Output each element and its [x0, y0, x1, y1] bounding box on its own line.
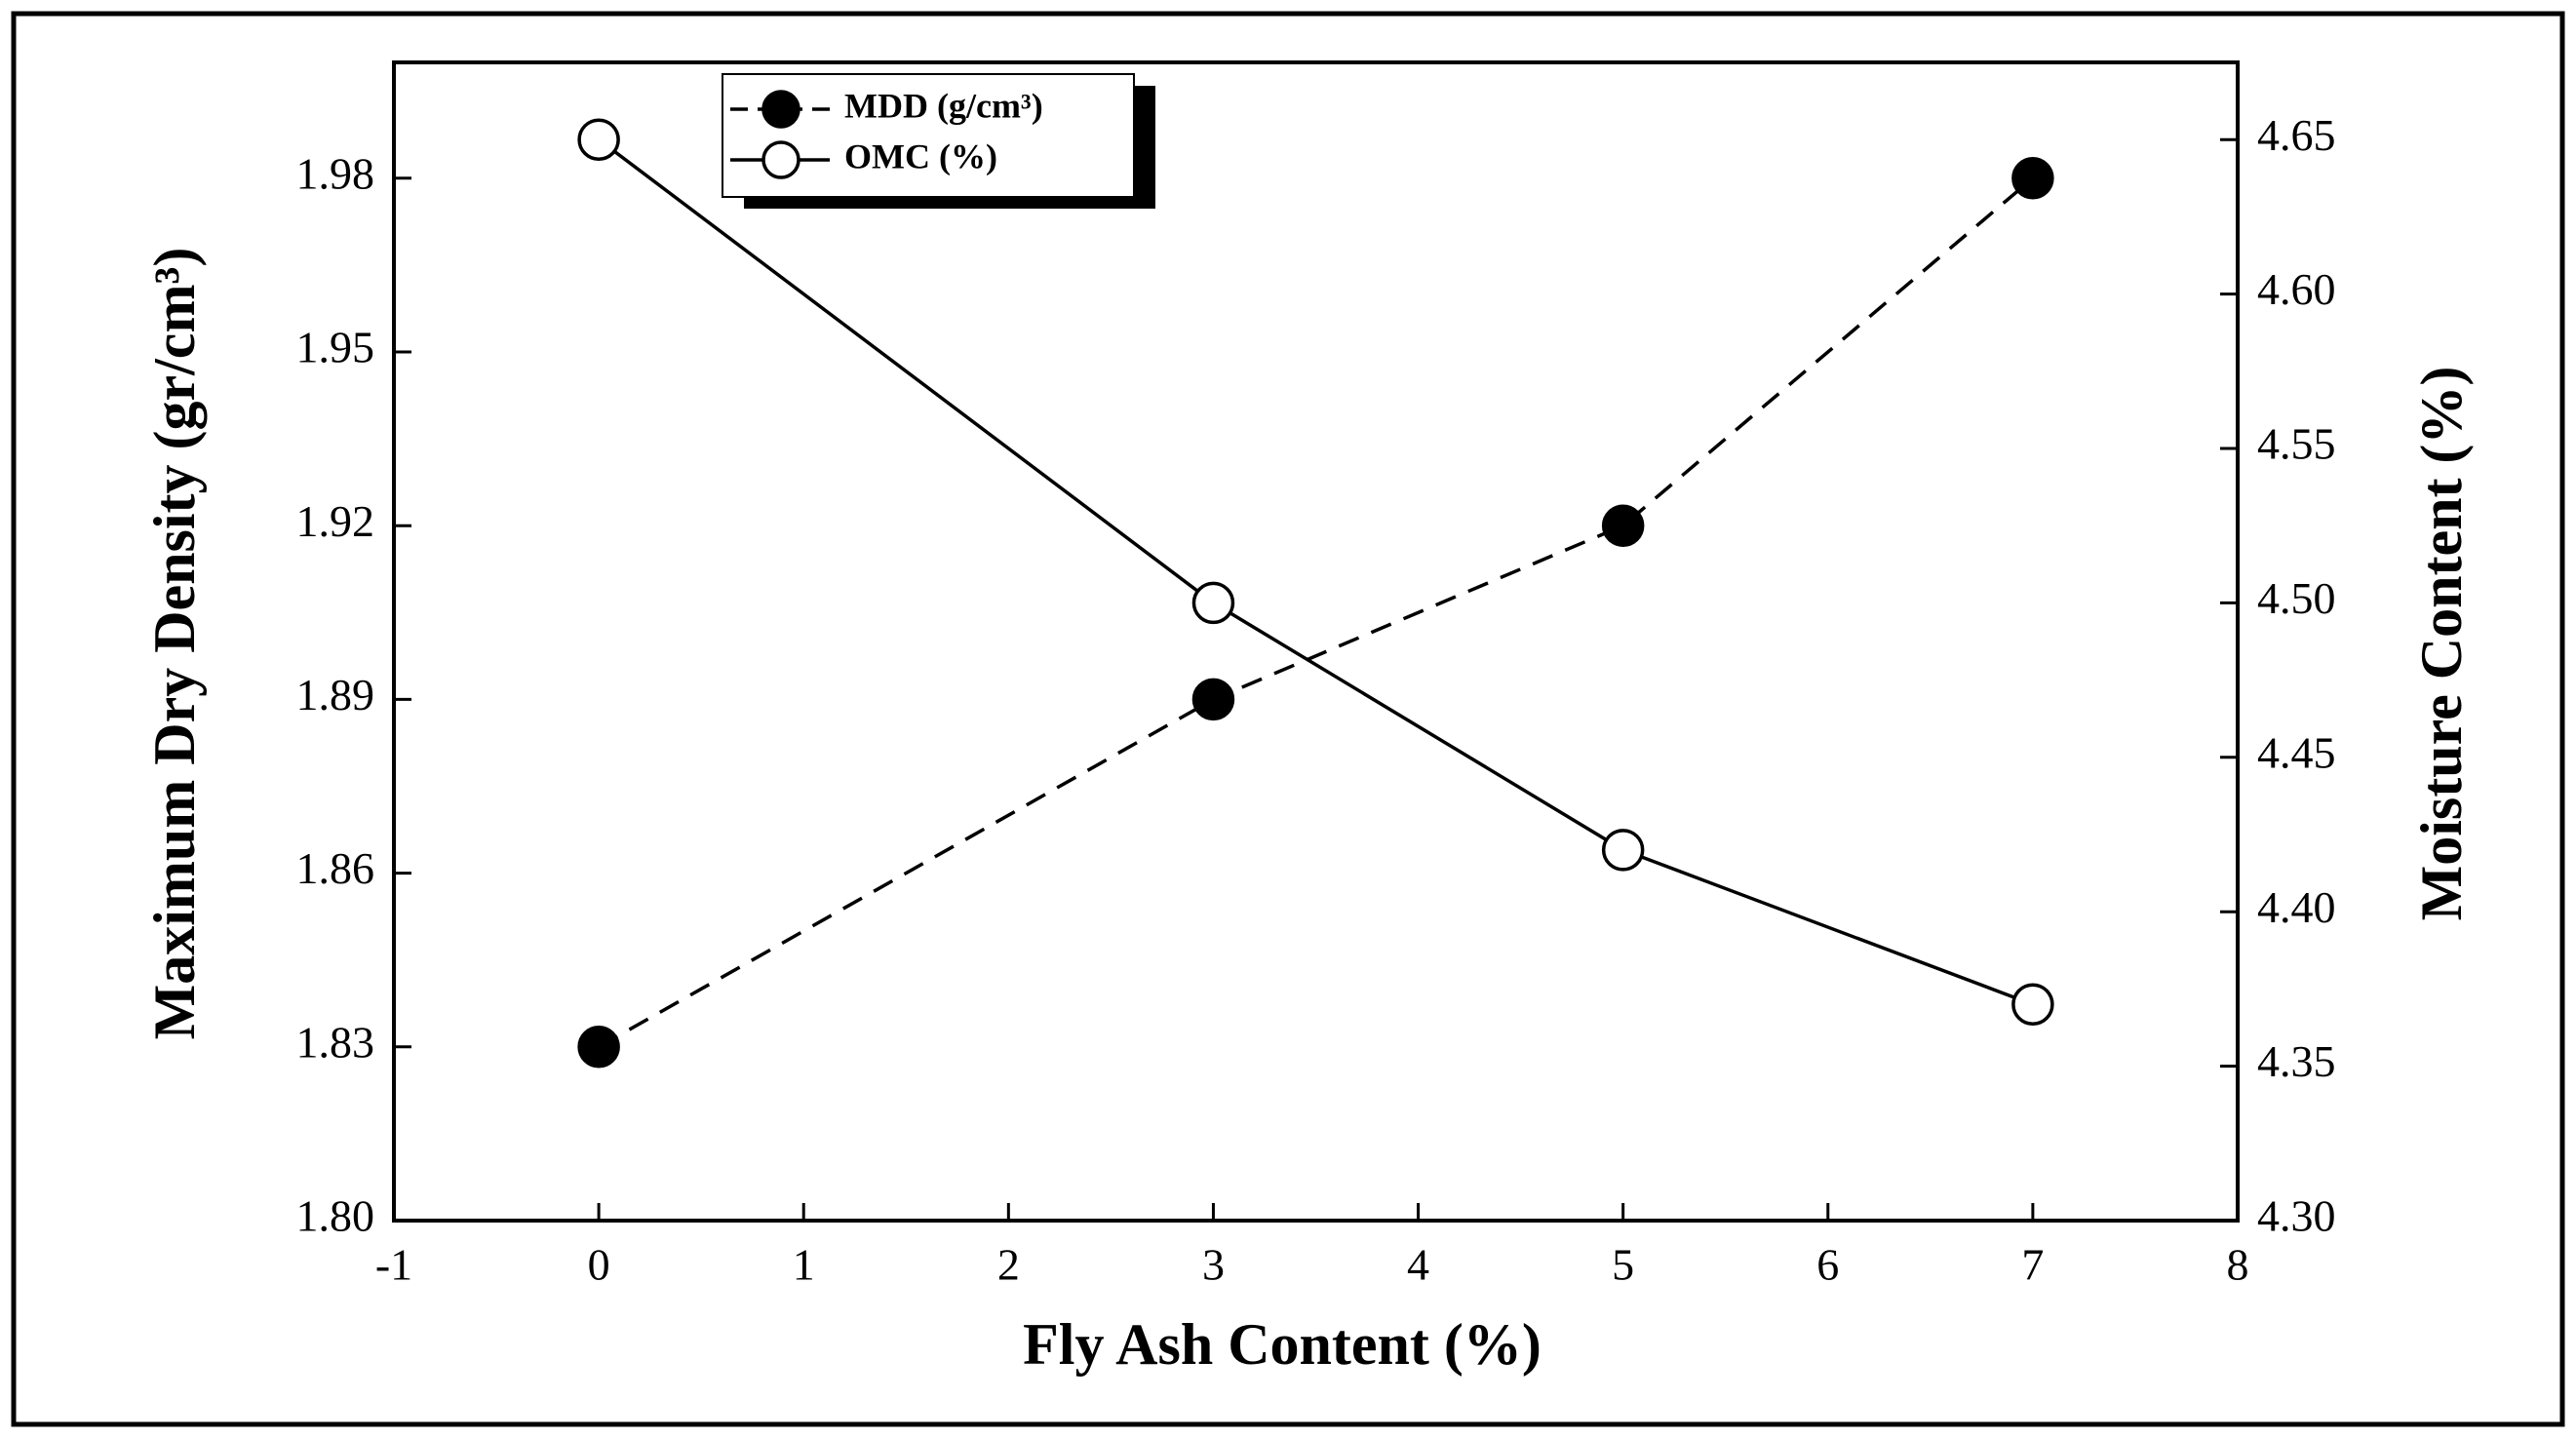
x-tick-label: 7 [2021, 1240, 2044, 1290]
x-tick-label: 6 [1816, 1240, 1839, 1290]
x-tick-label: 2 [997, 1240, 1020, 1290]
y2-tick-label: 4.35 [2257, 1036, 2336, 1086]
legend-label: OMC (%) [844, 136, 997, 175]
y2-tick-label: 4.40 [2257, 882, 2336, 932]
x-tick-label: 4 [1407, 1240, 1429, 1290]
frame [11, 11, 2565, 1427]
marker [577, 1026, 620, 1069]
marker [577, 118, 620, 161]
x-tick-label: 3 [1202, 1240, 1225, 1290]
series-line [598, 137, 2034, 1006]
y2-tick-label: 4.30 [2257, 1191, 2336, 1241]
marker [1191, 581, 1235, 625]
legend-marker [761, 90, 800, 129]
y2-tick-label: 4.45 [2257, 727, 2336, 777]
marker [1191, 678, 1235, 721]
y-tick-label: 1.86 [296, 843, 375, 893]
x-tick-label: 1 [793, 1240, 815, 1290]
legend-label: MDD (g/cm³) [844, 86, 1043, 125]
legend-marker [761, 140, 800, 179]
x-tick-label: 5 [1612, 1240, 1634, 1290]
legend: MDD (g/cm³) OMC (%) [722, 73, 1155, 209]
y2-tick-label: 4.60 [2257, 264, 2336, 314]
marker [1601, 829, 1645, 872]
x-tick-label: 0 [588, 1240, 610, 1290]
y-tick-label: 1.83 [296, 1017, 375, 1067]
x-axis-title: Fly Ash Content (%) [1023, 1312, 1542, 1377]
marker [2011, 157, 2054, 200]
y2-tick-label: 4.50 [2257, 573, 2336, 623]
y-tick-label: 1.98 [296, 148, 375, 198]
y-tick-label: 1.92 [296, 496, 375, 546]
x-tick-label: -1 [375, 1240, 412, 1290]
x-tick-label: 8 [2227, 1240, 2249, 1290]
y-tick-label: 1.95 [296, 323, 375, 372]
y2-tick-label: 4.65 [2257, 110, 2336, 160]
marker [2011, 983, 2054, 1026]
y-axis-title: Maximum Dry Density (gr/cm³) [142, 248, 207, 1040]
y2-tick-label: 4.55 [2257, 419, 2336, 469]
y2-axis-title: Moisture Content (%) [2409, 367, 2474, 921]
y-tick-label: 1.80 [296, 1191, 375, 1241]
plot-area [392, 60, 2240, 1223]
series-line [598, 176, 2035, 1049]
marker [1601, 504, 1645, 547]
y-tick-label: 1.89 [296, 670, 375, 719]
